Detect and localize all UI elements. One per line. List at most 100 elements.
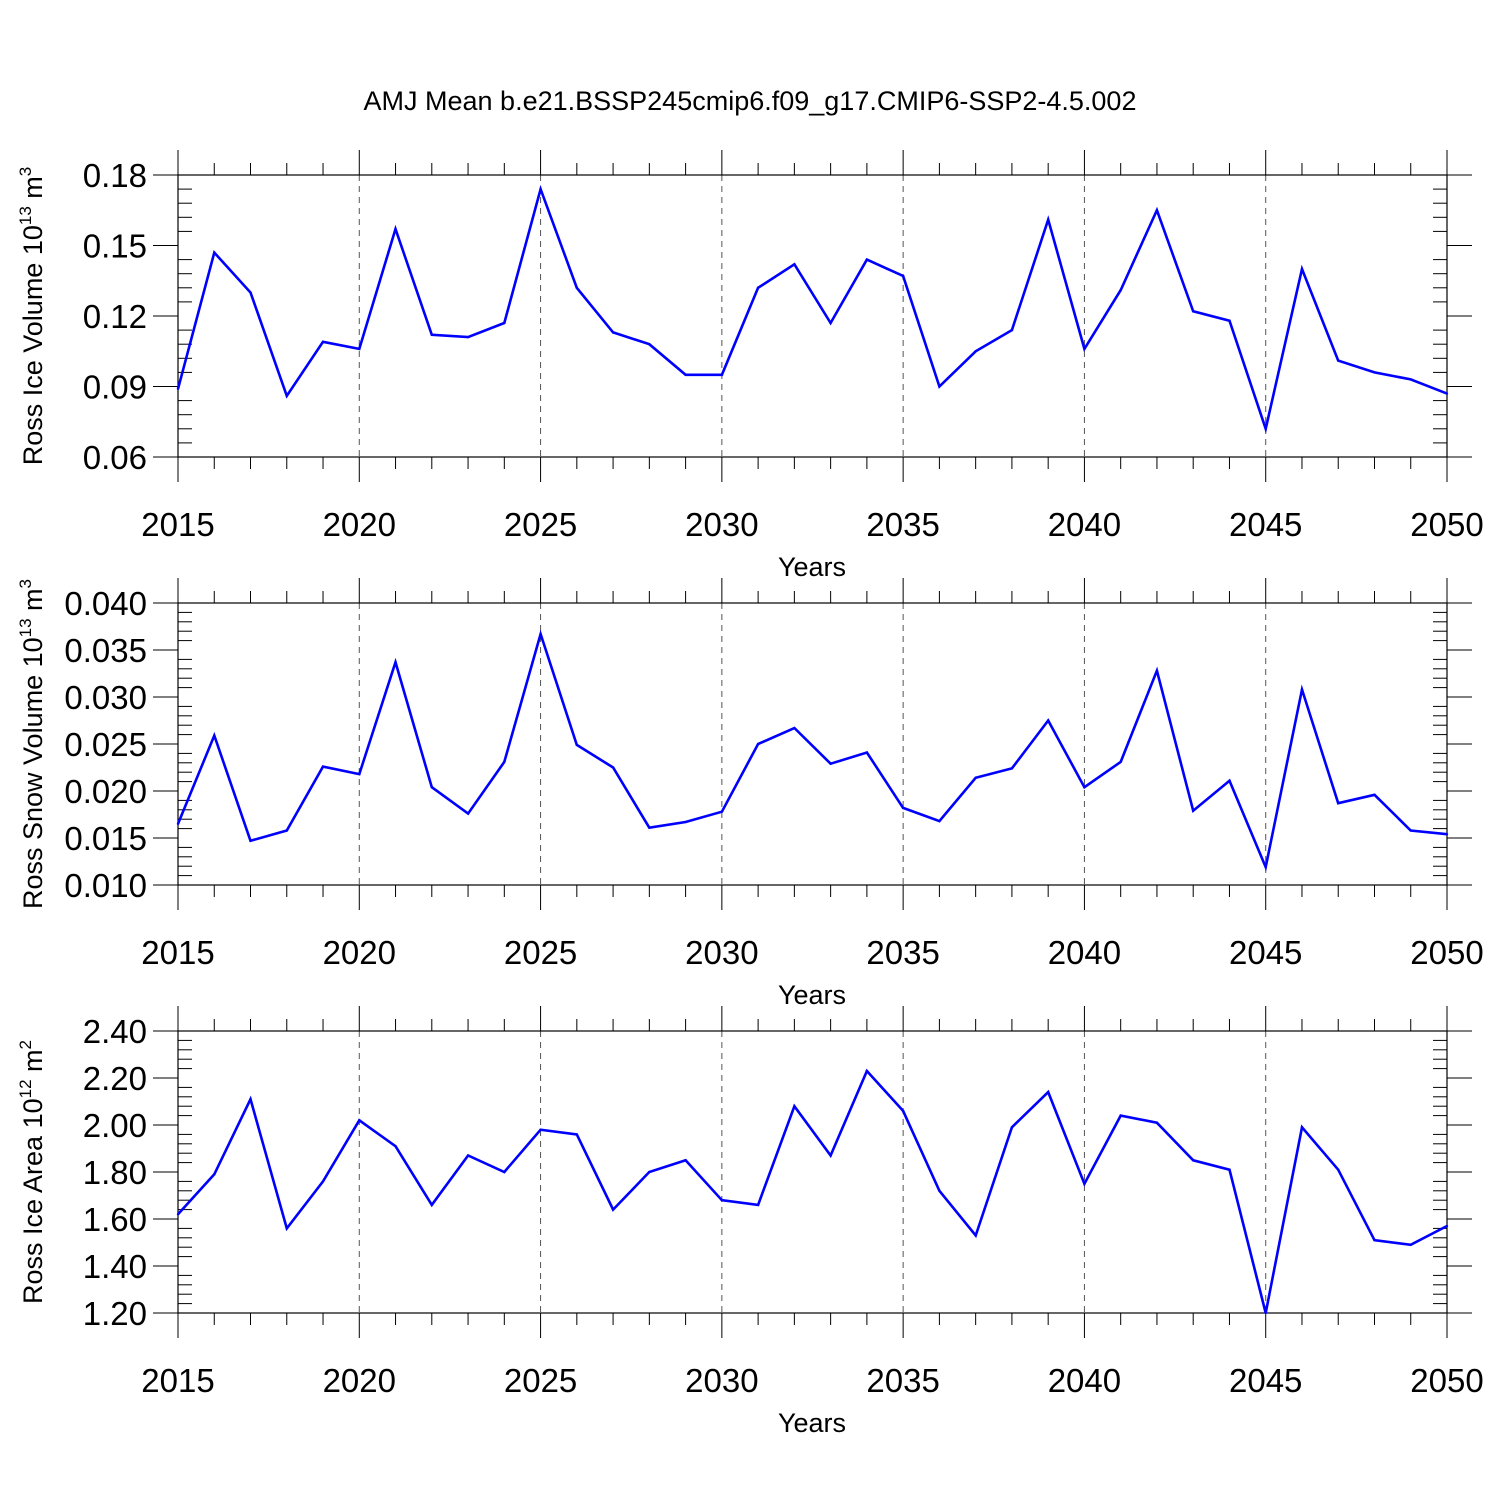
- x-tick-label: 2025: [504, 934, 577, 971]
- y-tick-label: 0.15: [83, 228, 147, 265]
- y-axis-label-exponent: 13: [16, 206, 35, 225]
- x-tick-label: 2050: [1410, 1362, 1483, 1399]
- data-point: [1192, 1159, 1195, 1162]
- data-point: [285, 1227, 288, 1230]
- data-point: [503, 321, 506, 325]
- y-tick-label: 1.20: [83, 1295, 147, 1332]
- data-point: [1337, 802, 1340, 805]
- data-point: [1409, 1243, 1412, 1247]
- data-point: [503, 1170, 506, 1174]
- data-point: [430, 333, 433, 336]
- data-point: [974, 1234, 977, 1237]
- x-tick-label: 2020: [323, 934, 396, 971]
- y-axis-label: Ross Snow Volume 1013 m3: [16, 579, 48, 909]
- y-axis-label-main: Ross Ice Volume 10: [18, 225, 48, 465]
- data-point: [901, 274, 905, 278]
- data-point: [1010, 1126, 1014, 1129]
- data-point: [394, 1144, 397, 1148]
- data-point: [720, 810, 724, 813]
- x-axis-label: Years: [778, 1408, 846, 1438]
- data-point: [1228, 779, 1231, 782]
- data-point: [1228, 319, 1231, 322]
- data-point: [1373, 1238, 1376, 1242]
- y-axis-label-unit-exponent: 3: [16, 167, 35, 176]
- data-point: [1337, 1168, 1340, 1171]
- data-point: [1445, 833, 1449, 836]
- x-tick-label: 2035: [866, 1362, 939, 1399]
- data-point: [1373, 793, 1376, 796]
- data-point: [321, 1180, 325, 1183]
- data-point: [394, 227, 397, 231]
- x-tick-label: 2045: [1229, 1362, 1302, 1399]
- y-tick-label: 1.60: [83, 1201, 147, 1238]
- data-point: [575, 1133, 579, 1136]
- data-point: [1228, 1168, 1231, 1171]
- data-point: [1010, 328, 1014, 332]
- data-point: [358, 772, 361, 776]
- data-point: [611, 331, 615, 334]
- data-point: [611, 766, 615, 769]
- series-line: [176, 184, 1448, 434]
- data-point: [865, 751, 869, 754]
- data-point: [1300, 267, 1304, 271]
- x-tick-label: 2050: [1410, 506, 1483, 543]
- x-axis-label: Years: [778, 980, 846, 1010]
- data-point: [829, 1154, 832, 1157]
- data-point: [1046, 719, 1050, 722]
- y-axis-label-unit-exponent: 2: [16, 1040, 35, 1049]
- data-point: [648, 1170, 651, 1174]
- data-point: [865, 258, 869, 261]
- data-point: [249, 291, 252, 294]
- data-point: [756, 1203, 760, 1207]
- y-tick-label: 0.040: [64, 585, 147, 622]
- data-point: [213, 251, 216, 254]
- y-tick-label: 0.015: [64, 820, 147, 857]
- data-point: [793, 726, 796, 730]
- data-point: [1409, 829, 1412, 832]
- y-tick-label: 0.010: [64, 867, 147, 904]
- data-point: [1046, 1090, 1050, 1094]
- y-axis-label-unit: m: [18, 176, 48, 206]
- data-point: [321, 765, 325, 768]
- data-point: [176, 822, 180, 826]
- x-tick-label: 2040: [1048, 506, 1121, 543]
- data-point: [865, 1069, 869, 1073]
- data-point: [829, 321, 832, 325]
- data-point: [938, 385, 941, 388]
- data-point: [938, 819, 941, 823]
- data-point: [466, 812, 470, 815]
- x-tick-label: 2035: [866, 506, 939, 543]
- data-point: [575, 286, 579, 289]
- y-tick-label: 0.18: [83, 157, 147, 194]
- y-tick-label: 0.020: [64, 773, 147, 810]
- y-axis-label-unit-exponent: 3: [16, 579, 35, 588]
- data-point: [756, 742, 760, 746]
- data-point: [1409, 378, 1412, 381]
- data-point: [249, 1097, 252, 1101]
- data-point: [430, 1203, 433, 1207]
- data-point: [1264, 1311, 1267, 1315]
- data-point: [213, 734, 216, 737]
- x-tick-label: 2035: [866, 934, 939, 971]
- x-tick-label: 2045: [1229, 506, 1302, 543]
- data-point: [938, 1189, 941, 1193]
- data-point: [1119, 760, 1122, 764]
- y-axis-label: Ross Ice Volume 1013 m3: [16, 167, 48, 466]
- y-tick-label: 2.00: [83, 1107, 147, 1144]
- y-tick-label: 1.40: [83, 1248, 147, 1285]
- data-point: [1083, 347, 1086, 351]
- y-tick-label: 0.035: [64, 632, 147, 669]
- data-point: [1155, 1121, 1159, 1124]
- y-axis-label-exponent: 13: [16, 618, 35, 637]
- y-axis-label-exponent: 12: [16, 1079, 35, 1098]
- data-point: [430, 786, 433, 789]
- data-point: [1155, 209, 1159, 212]
- data-point: [213, 1173, 216, 1176]
- x-tick-label: 2050: [1410, 934, 1483, 971]
- data-point: [793, 1105, 796, 1108]
- x-tick-label: 2015: [141, 506, 214, 543]
- data-point: [176, 387, 180, 391]
- data-point: [720, 373, 724, 376]
- x-tick-label: 2030: [685, 1362, 758, 1399]
- data-point: [1119, 288, 1122, 292]
